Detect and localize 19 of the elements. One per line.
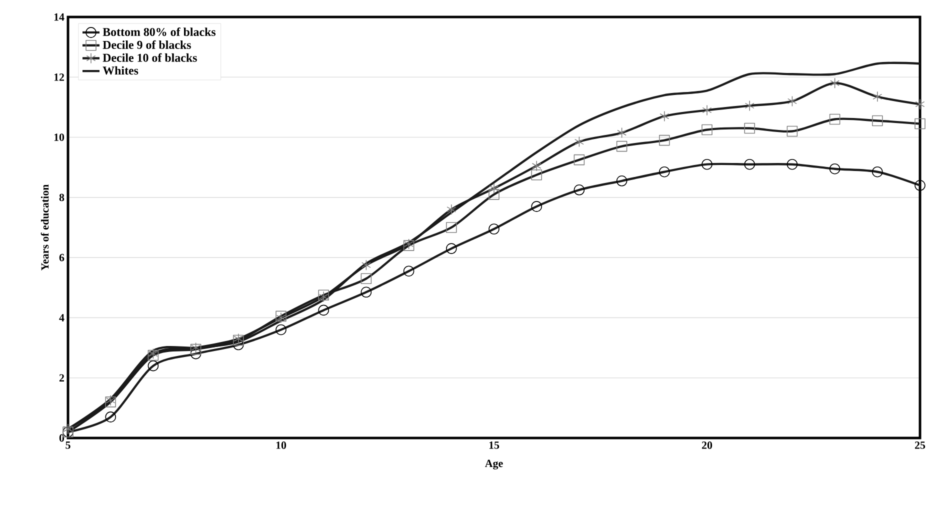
y-axis-title: Years of education <box>40 184 49 271</box>
legend-label: Decile 10 of blacks <box>102 53 197 62</box>
x-tick-label: 15 <box>489 442 500 449</box>
x-tick-label: 10 <box>276 442 286 449</box>
x-tick-label: 5 <box>66 442 70 449</box>
y-tick-label: 10 <box>54 134 64 141</box>
y-tick-label: 4 <box>59 314 64 322</box>
y-tick-label: 8 <box>59 194 64 202</box>
y-tick-label: 14 <box>54 13 64 21</box>
x-tick-label: 20 <box>702 442 712 449</box>
legend-label: Whites <box>102 66 138 75</box>
y-tick-label: 12 <box>54 74 64 81</box>
legend-label: Bottom 80% of blacks <box>102 27 216 36</box>
x-tick-label: 25 <box>914 442 926 449</box>
y-tick-label: 6 <box>59 254 64 262</box>
legend-label: Decile 9 of blacks <box>102 40 191 49</box>
y-tick-label: 0 <box>59 434 64 442</box>
x-axis-title: Age <box>484 460 503 470</box>
y-tick-label: 2 <box>59 374 64 382</box>
